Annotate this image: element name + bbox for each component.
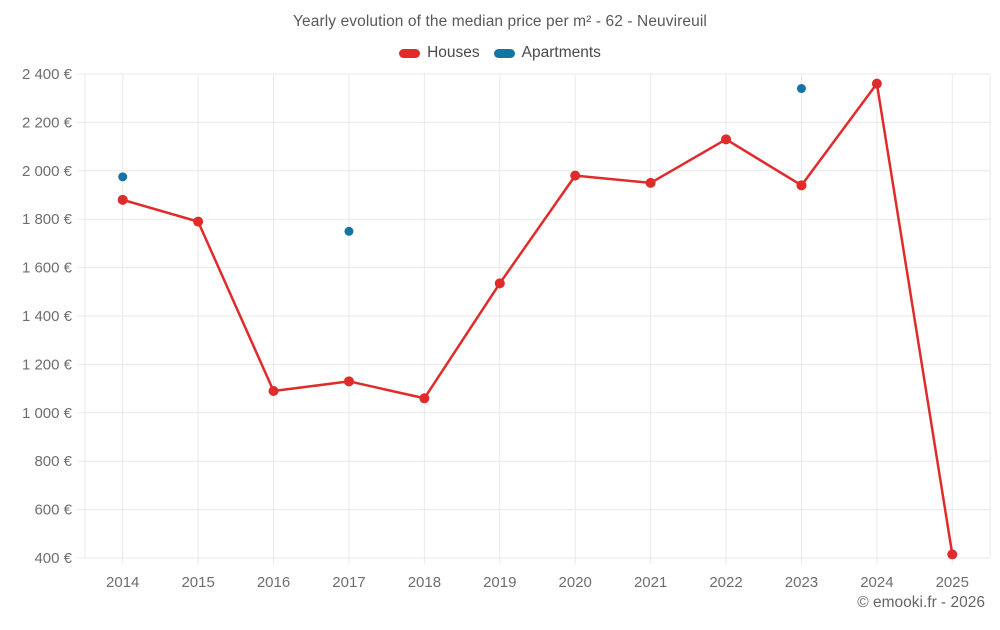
houses-point-2021[interactable]	[645, 177, 656, 188]
x-tick-label: 2017	[332, 574, 365, 591]
x-tick-label: 2018	[408, 574, 441, 591]
y-tick-label: 1 800 €	[22, 211, 73, 228]
houses-point-2015[interactable]	[193, 216, 204, 227]
houses-point-2024[interactable]	[871, 78, 882, 89]
legend-label-houses: Houses	[427, 44, 480, 61]
series-houses	[117, 78, 958, 560]
houses-point-2014[interactable]	[117, 194, 128, 205]
x-tick-label: 2016	[257, 574, 290, 591]
houses-point-2019[interactable]	[494, 278, 505, 289]
x-tick-label: 2015	[181, 574, 214, 591]
y-tick-label: 400 €	[34, 550, 72, 567]
y-tick-label: 2 200 €	[22, 114, 73, 131]
legend-label-apartments: Apartments	[521, 44, 601, 61]
x-tick-label: 2020	[559, 574, 592, 591]
x-tick-label: 2024	[860, 574, 893, 591]
gridlines	[77, 73, 991, 564]
houses-line	[122, 82, 954, 555]
series-apartments	[118, 84, 806, 236]
y-tick-label: 600 €	[34, 502, 72, 519]
apartments-point-2023[interactable]	[796, 84, 806, 94]
houses-point-2017[interactable]	[343, 376, 354, 387]
y-tick-label: 2 000 €	[22, 163, 73, 180]
houses-point-2022[interactable]	[721, 134, 732, 145]
houses-point-2018[interactable]	[419, 393, 430, 404]
y-tick-label: 1 400 €	[22, 308, 73, 325]
legend-item-houses[interactable]: Houses	[399, 44, 480, 62]
houses-swatch-icon	[399, 48, 421, 58]
apartments-swatch-icon	[493, 48, 515, 58]
apartments-point-2014[interactable]	[118, 172, 128, 182]
x-tick-label: 2022	[709, 574, 742, 591]
y-tick-label: 1 000 €	[22, 405, 73, 422]
credit-text: © emooki.fr - 2026	[857, 594, 985, 611]
x-tick-label: 2025	[936, 574, 969, 591]
y-tick-label: 1 200 €	[22, 356, 73, 373]
axis-tick-labels: 400 € 600 € 800 € 1 000 € 1 200 € 1 400 € 1 60…	[22, 66, 969, 591]
legend-item-apartments[interactable]: Apartments	[493, 44, 601, 62]
x-tick-label: 2021	[634, 574, 667, 591]
y-tick-label: 800 €	[34, 453, 72, 470]
y-tick-label: 2 400 €	[22, 66, 73, 83]
apartments-point-2017[interactable]	[344, 226, 354, 236]
x-tick-label: 2014	[106, 574, 139, 591]
houses-point-2020[interactable]	[570, 170, 581, 181]
chart-title: Yearly evolution of the median price per…	[293, 13, 707, 30]
x-tick-label: 2019	[483, 574, 516, 591]
y-tick-label: 1 600 €	[22, 260, 73, 277]
houses-point-2023[interactable]	[796, 180, 807, 191]
chart-legend: Houses Apartments	[0, 44, 1000, 62]
x-tick-label: 2023	[785, 574, 818, 591]
houses-point-2025[interactable]	[947, 549, 958, 560]
houses-point-2016[interactable]	[268, 386, 279, 397]
